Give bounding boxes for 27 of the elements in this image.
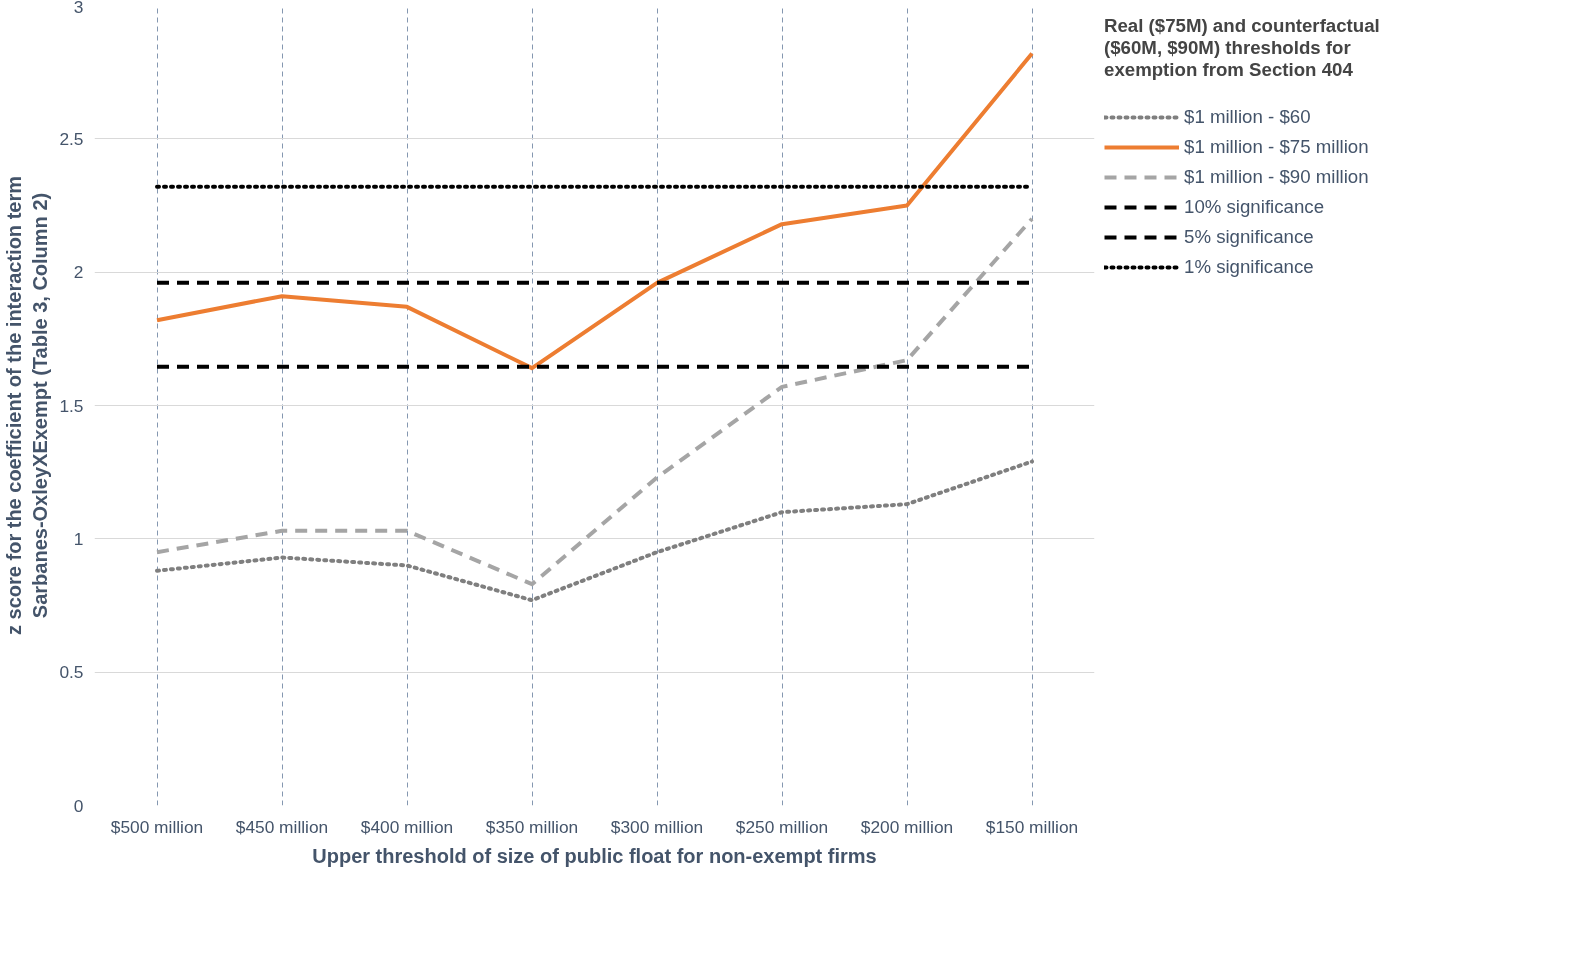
x-tick-label: $250 million: [735, 816, 829, 837]
legend-label: $1 million - $90 million: [1184, 166, 1369, 188]
x-tick-label: $150 million: [985, 816, 1079, 837]
y-tick-label: 0.5: [59, 662, 84, 683]
legend-label: 1% significance: [1184, 256, 1314, 278]
line-series: [155, 216, 1034, 587]
x-tick-label: $300 million: [610, 816, 704, 837]
legend-label: 10% significance: [1184, 196, 1325, 218]
x-tick-label: $200 million: [860, 816, 954, 837]
line-series: [155, 51, 1034, 371]
y-tick-label: 0: [73, 795, 84, 816]
line-series: [155, 459, 1034, 603]
y-tick-label: 2: [73, 262, 84, 283]
x-axis-title: Upper threshold of size of public float for non-exempt firms: [312, 844, 877, 867]
x-tick-label: $350 million: [485, 816, 579, 837]
x-tick-label: $450 million: [235, 816, 329, 837]
y-tick-label: 2.5: [59, 128, 84, 149]
x-tick-label: $400 million: [360, 816, 454, 837]
legend-label: 5% significance: [1184, 226, 1314, 248]
legend-title: Real ($75M) and counterfactual ($60M, $90M) thresholds for exemption from Section 404: [1104, 15, 1380, 81]
y-tick-label: 1: [73, 528, 84, 549]
x-tick-label: $500 million: [110, 816, 204, 837]
y-tick-label: 3: [73, 0, 84, 17]
y-tick-label: 1.5: [59, 395, 84, 416]
y-axis-title: z score for the coefficient of the interaction term Sarbanes-OxleyXExempt (Table 3, Column 2): [3, 176, 52, 635]
legend-label: $1 million - $60: [1184, 106, 1311, 128]
legend-label: $1 million - $75 million: [1184, 136, 1369, 158]
